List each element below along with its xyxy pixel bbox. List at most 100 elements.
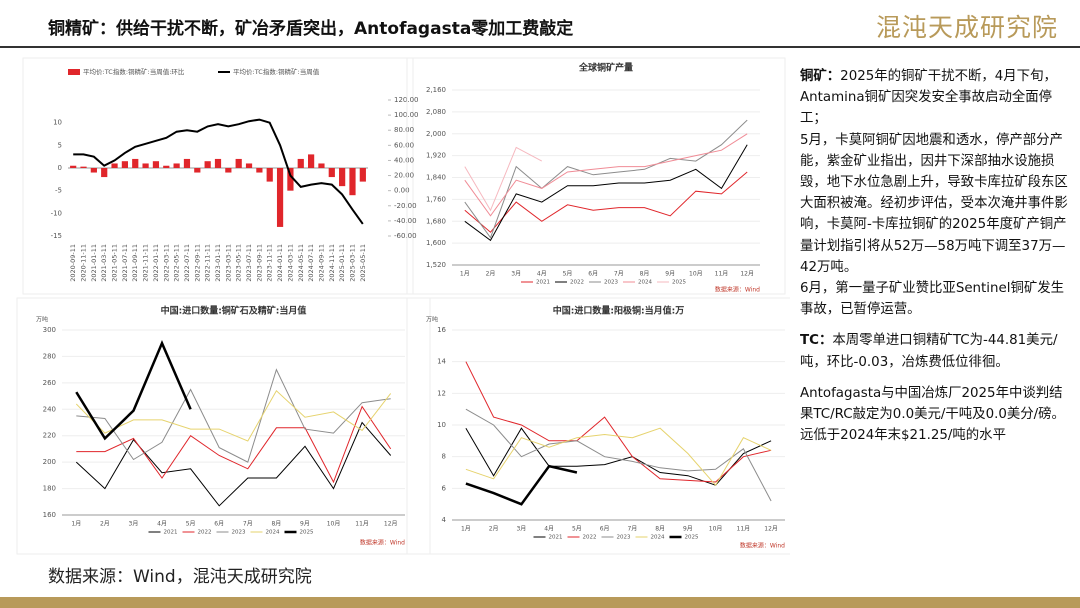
- x-tick-label: 2023-03-11: [224, 244, 232, 282]
- bar: [235, 158, 242, 168]
- y2-tick-label: 60.00: [394, 141, 414, 149]
- chart-panel: [22, 57, 414, 295]
- y-tick-label: 14: [437, 358, 446, 366]
- series-line: [75, 390, 392, 442]
- y2-tick-label: 120.00: [394, 96, 419, 104]
- chart-title: 中国:进口数量:铜矿石及精矿:当月值: [161, 305, 307, 317]
- bar: [225, 168, 232, 173]
- y2-tick-label: 0.00: [394, 187, 410, 195]
- x-tick-label: 8月: [271, 521, 281, 528]
- x-tick-label: 2022-07-11: [183, 244, 191, 282]
- y-tick-label: 1,680: [426, 217, 446, 225]
- y-tick-label: 280: [43, 352, 56, 360]
- x-tick-label: 11月: [715, 271, 729, 278]
- y-tick-label: 12: [437, 389, 446, 397]
- y2-tick-label: 80.00: [394, 126, 414, 134]
- x-tick-label: 2月: [489, 526, 499, 533]
- x-tick-label: 7月: [243, 521, 253, 528]
- x-tick-label: 2023-09-11: [255, 244, 263, 282]
- x-tick-label: 2021-09-11: [131, 244, 139, 282]
- x-tick-label: 3月: [129, 521, 139, 528]
- note-text: Antofagasta与中国冶炼厂2025年中谈判结果TC/RC敲定为0.0美元…: [800, 385, 1065, 444]
- legend-label: 2025: [300, 530, 314, 536]
- y-tick-label: 4: [442, 516, 447, 524]
- y-tick-label: 16: [437, 326, 446, 334]
- bar: [204, 161, 211, 168]
- bar: [349, 168, 356, 196]
- x-tick-label: 2023-05-11: [235, 244, 243, 282]
- y-tick-label: 2,160: [426, 86, 446, 94]
- x-tick-label: 2021-07-11: [121, 244, 129, 282]
- y-tick-label: 1,840: [426, 174, 446, 182]
- note-text: 2025年的铜矿干扰不断，4月下旬，Antamina铜矿因突发安全事故启动全面停…: [800, 69, 1057, 127]
- bar: [183, 158, 191, 168]
- bar: [163, 165, 170, 168]
- chart-panel: [406, 57, 786, 295]
- x-tick-label: 2021-03-11: [100, 244, 108, 282]
- note-paragraph: 铜矿：2025年的铜矿干扰不断，4月下旬，Antamina铜矿因突发安全事故启动…: [800, 66, 1072, 130]
- x-tick-label: 11月: [737, 526, 751, 533]
- x-tick-label: 3月: [516, 526, 526, 533]
- chart-title: 中国:进口数量:阳极铜:当月值:万: [553, 305, 684, 317]
- series-line: [464, 171, 748, 233]
- x-tick-label: 7月: [627, 526, 637, 533]
- logo: 混沌天成研究院: [875, 13, 1058, 42]
- y-tick-label: -10: [51, 209, 62, 217]
- x-tick-label: 2025-05-11: [359, 244, 367, 282]
- note-paragraph: 5月，卡莫阿铜矿因地震和透水，停产部分产能，紫金矿业指出，因井下深部抽水设施损毁…: [800, 130, 1072, 278]
- x-tick-label: 2023-07-11: [245, 244, 253, 282]
- x-tick-label: 8月: [640, 271, 650, 278]
- bar: [318, 163, 325, 168]
- series-line: [465, 427, 772, 486]
- footer-bar: [0, 597, 1080, 608]
- y-tick-label: 200: [43, 458, 56, 466]
- series-line: [75, 340, 192, 441]
- legend-label: 2025: [672, 280, 686, 286]
- bar: [256, 168, 263, 173]
- bar: [70, 165, 77, 168]
- bar: [152, 161, 160, 168]
- legend-label: 2022: [198, 530, 212, 536]
- x-tick-label: 12月: [764, 526, 778, 533]
- x-tick-label: 2021-11-11: [142, 244, 150, 282]
- x-tick-label: 8月: [655, 526, 665, 533]
- bar: [101, 168, 108, 178]
- y-tick-label: 10: [53, 119, 62, 127]
- x-tick-label: 2020-11-11: [80, 244, 88, 282]
- y-tick-label: 1,760: [426, 195, 446, 203]
- chart-title: 全球铜矿产量: [578, 62, 633, 74]
- x-tick-label: 5月: [186, 521, 196, 528]
- x-tick-label: 2022-01-11: [152, 244, 160, 282]
- series-line: [76, 405, 392, 484]
- series-line: [465, 427, 772, 487]
- x-tick-label: 5月: [563, 271, 573, 278]
- bar: [339, 168, 346, 187]
- series-line: [464, 119, 748, 239]
- legend-label: 平均价:TC指数:铜精矿:当周值:环比: [83, 67, 185, 76]
- note-label: 铜矿：: [800, 69, 841, 84]
- y-tick-label: 0: [58, 164, 62, 172]
- series-line: [75, 421, 392, 507]
- y-tick-label: 10: [437, 421, 446, 429]
- legend-swatch: [68, 69, 80, 75]
- series-line: [464, 146, 543, 212]
- chart-panel: [16, 297, 431, 555]
- x-tick-label: 6月: [588, 271, 598, 278]
- y-tick-label: 300: [43, 326, 56, 334]
- y-tick-label: 6: [442, 484, 447, 492]
- note-text: 5月，卡莫阿铜矿因地震和透水，停产部分产能，紫金矿业指出，因井下深部抽水设施损毁…: [800, 132, 1068, 275]
- y-tick-label: -15: [51, 232, 62, 240]
- legend-label: 2022: [583, 535, 597, 541]
- y-axis-unit: 万吨: [426, 316, 438, 324]
- x-tick-label: 9月: [665, 271, 675, 278]
- x-tick-label: 12月: [384, 521, 398, 528]
- series-line: [464, 133, 748, 217]
- bar: [276, 168, 284, 227]
- note-paragraph: TC：本周零单进口铜精矿TC为-44.81美元/吨，环比-0.03，冶炼费低位徘…: [800, 330, 1072, 372]
- y-tick-label: -5: [55, 187, 62, 195]
- footer-source: 数据来源：Wind，混沌天成研究院: [48, 567, 312, 587]
- bar: [266, 168, 273, 182]
- x-tick-label: 1月: [71, 521, 81, 528]
